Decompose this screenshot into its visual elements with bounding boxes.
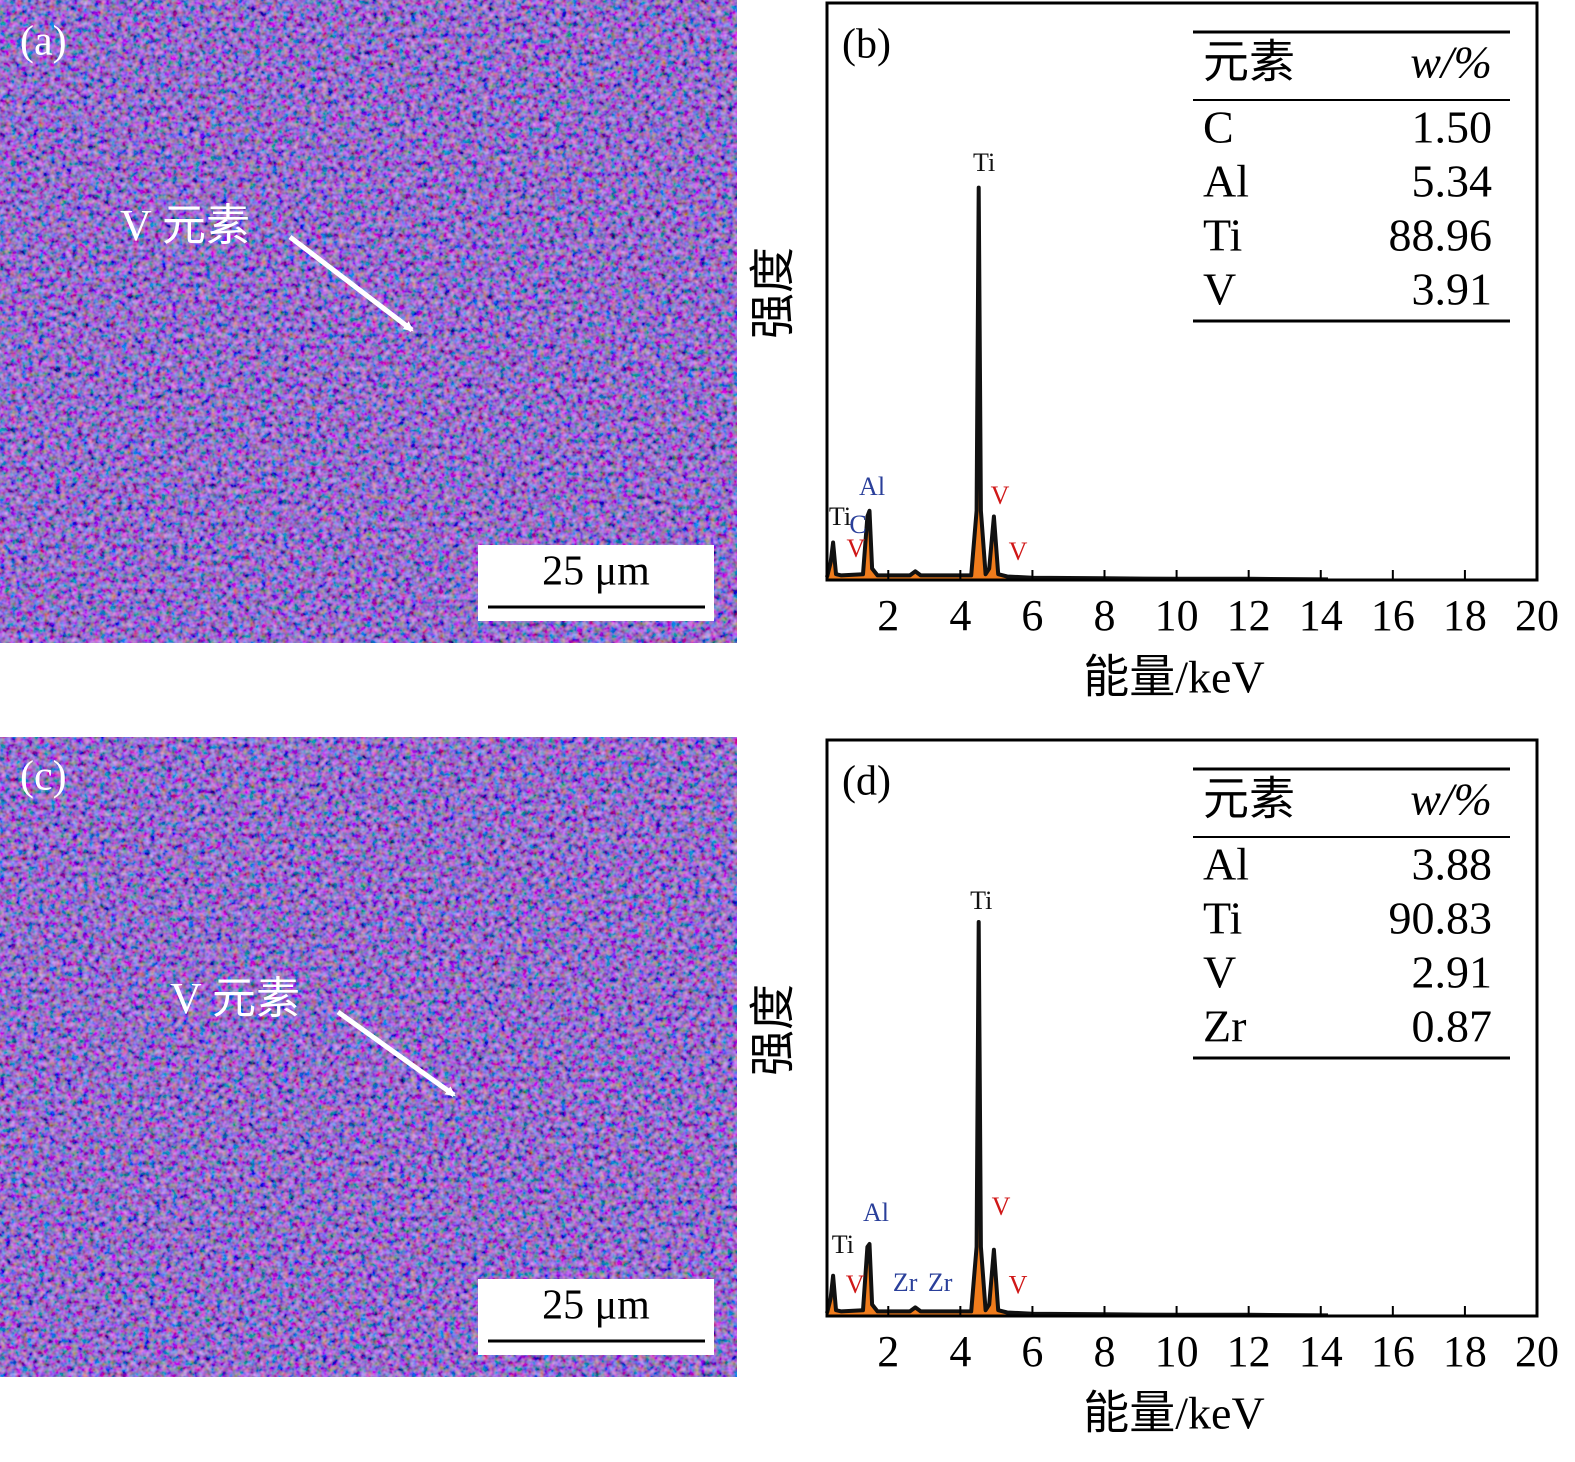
- table-cell: 1.50: [1412, 102, 1493, 153]
- table-cell: C: [1203, 102, 1234, 153]
- peak-label: V: [846, 1270, 865, 1299]
- panel-label: (c): [20, 754, 67, 800]
- table-header: w/%: [1410, 774, 1492, 825]
- table-cell: Al: [1203, 839, 1249, 890]
- table-header: w/%: [1410, 37, 1492, 88]
- peak-label: Al: [863, 1198, 889, 1227]
- table-cell: Al: [1203, 156, 1249, 207]
- peak-label: V: [846, 534, 865, 563]
- x-tick-label: 4: [949, 1327, 971, 1376]
- peak-label: Zr: [928, 1268, 953, 1297]
- x-axis-label: 能量/keV: [1083, 652, 1264, 703]
- peak-label: V: [992, 1192, 1011, 1221]
- table-cell: 0.87: [1412, 1001, 1493, 1052]
- map-texture: [0, 0, 737, 643]
- scale-bar-label: 25 μm: [542, 549, 650, 595]
- x-tick-label: 12: [1227, 591, 1271, 640]
- scale-bar-label: 25 μm: [542, 1283, 650, 1329]
- panel-label: (d): [842, 759, 891, 805]
- x-tick-label: 16: [1371, 591, 1415, 640]
- map-panel: (a) V 元素 25 μm: [0, 0, 737, 643]
- peak-label: Ti: [973, 148, 995, 177]
- spectrum-area: [827, 187, 1328, 580]
- table-cell: V: [1203, 947, 1236, 998]
- x-axis-label: 能量/keV: [1083, 1388, 1264, 1439]
- x-tick-label: 6: [1021, 591, 1043, 640]
- table-cell: 5.34: [1412, 156, 1493, 207]
- spectrum-line: [825, 920, 1329, 1318]
- y-axis-label: 强度: [748, 984, 799, 1076]
- panel-label: (a): [20, 19, 67, 65]
- table-cell: Ti: [1203, 893, 1242, 944]
- spectrum-area: [827, 922, 1328, 1316]
- x-tick-label: 2: [877, 1327, 899, 1376]
- table-header: 元素: [1203, 37, 1295, 88]
- table-cell: 88.96: [1389, 210, 1493, 261]
- x-tick-label: 10: [1155, 591, 1199, 640]
- peak-label: V: [991, 481, 1010, 510]
- table-cell: 90.83: [1389, 893, 1493, 944]
- peak-label: V: [1009, 537, 1028, 566]
- table-cell: Zr: [1203, 1001, 1246, 1052]
- peak-label: C: [849, 510, 866, 539]
- table-cell: Ti: [1203, 210, 1242, 261]
- x-tick-label: 20: [1515, 1327, 1559, 1376]
- peak-label: V: [1009, 1271, 1028, 1300]
- arrow: [336, 1009, 456, 1098]
- x-tick-label: 4: [949, 591, 971, 640]
- plot-frame: [825, 1, 1539, 582]
- y-axis-label: 强度: [748, 247, 799, 339]
- spectrum-line: [825, 185, 1329, 582]
- table-header: 元素: [1203, 774, 1295, 825]
- x-tick-label: 18: [1443, 1327, 1487, 1376]
- map-annotation: V 元素: [170, 974, 300, 1023]
- x-tick-label: 14: [1299, 1327, 1343, 1376]
- x-tick-label: 18: [1443, 591, 1487, 640]
- peak-label: Zr: [893, 1268, 918, 1297]
- plot-frame: [825, 738, 1539, 1318]
- peak-label: Ti: [970, 886, 992, 915]
- table-cell: V: [1203, 264, 1236, 315]
- peak-label: Ti: [829, 502, 851, 531]
- x-tick-label: 20: [1515, 591, 1559, 640]
- x-tick-label: 16: [1371, 1327, 1415, 1376]
- peak-label: Al: [859, 472, 885, 501]
- arrow: [288, 235, 414, 332]
- x-tick-label: 8: [1094, 1327, 1116, 1376]
- x-tick-label: 14: [1299, 591, 1343, 640]
- peak-label: Ti: [832, 1230, 854, 1259]
- map-annotation: V 元素: [120, 201, 250, 250]
- table-cell: 3.88: [1412, 839, 1493, 890]
- x-tick-label: 2: [877, 591, 899, 640]
- x-tick-label: 8: [1094, 591, 1116, 640]
- x-tick-label: 10: [1155, 1327, 1199, 1376]
- panel-label: (b): [842, 22, 891, 68]
- x-tick-label: 6: [1021, 1327, 1043, 1376]
- x-tick-label: 12: [1227, 1327, 1271, 1376]
- table-cell: 3.91: [1412, 264, 1493, 315]
- map-texture: [0, 737, 737, 1377]
- table-cell: 2.91: [1412, 947, 1493, 998]
- map-panel: (c) V 元素 25 μm: [0, 737, 737, 1377]
